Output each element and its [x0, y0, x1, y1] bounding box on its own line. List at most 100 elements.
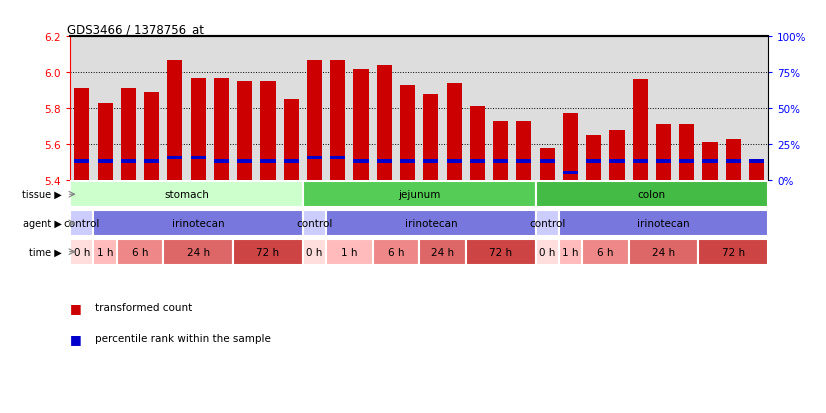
- FancyBboxPatch shape: [558, 211, 768, 236]
- Bar: [168, 156, 183, 160]
- Text: control: control: [297, 218, 333, 228]
- Bar: [493, 160, 508, 164]
- Bar: [307, 60, 322, 180]
- Bar: [377, 160, 392, 164]
- FancyBboxPatch shape: [699, 239, 768, 265]
- Text: GDS3466 / 1378756_at: GDS3466 / 1378756_at: [67, 23, 204, 36]
- Bar: [400, 160, 415, 164]
- Bar: [586, 135, 601, 180]
- Bar: [447, 160, 462, 164]
- Text: colon: colon: [638, 190, 666, 200]
- Text: 24 h: 24 h: [187, 247, 210, 257]
- Text: control: control: [529, 218, 565, 228]
- Text: 24 h: 24 h: [652, 247, 675, 257]
- Text: 0 h: 0 h: [306, 247, 323, 257]
- Bar: [330, 156, 345, 160]
- FancyBboxPatch shape: [93, 239, 116, 265]
- Bar: [679, 160, 695, 164]
- Text: tissue ▶: tissue ▶: [22, 190, 62, 200]
- Text: 1 h: 1 h: [97, 247, 113, 257]
- Bar: [749, 161, 764, 180]
- Bar: [97, 103, 112, 180]
- Bar: [377, 66, 392, 180]
- FancyBboxPatch shape: [70, 239, 93, 265]
- Bar: [516, 121, 531, 180]
- Bar: [702, 143, 718, 180]
- Text: 6 h: 6 h: [387, 247, 404, 257]
- Text: ■: ■: [70, 301, 82, 314]
- Bar: [610, 160, 624, 164]
- Bar: [144, 93, 159, 180]
- Bar: [633, 80, 648, 180]
- FancyBboxPatch shape: [535, 239, 558, 265]
- Bar: [539, 148, 555, 180]
- Text: irinotecan: irinotecan: [637, 218, 690, 228]
- Bar: [633, 160, 648, 164]
- Bar: [283, 160, 299, 164]
- Bar: [423, 160, 439, 164]
- Text: ■: ■: [70, 332, 82, 345]
- Bar: [74, 160, 89, 164]
- Bar: [121, 89, 136, 180]
- FancyBboxPatch shape: [326, 239, 373, 265]
- Text: transformed count: transformed count: [95, 303, 192, 313]
- FancyBboxPatch shape: [303, 182, 535, 208]
- FancyBboxPatch shape: [93, 211, 303, 236]
- Text: 6 h: 6 h: [132, 247, 148, 257]
- Bar: [191, 78, 206, 180]
- Text: percentile rank within the sample: percentile rank within the sample: [95, 334, 271, 344]
- Text: irinotecan: irinotecan: [405, 218, 457, 228]
- Bar: [214, 78, 229, 180]
- Bar: [400, 85, 415, 180]
- FancyBboxPatch shape: [466, 239, 535, 265]
- FancyBboxPatch shape: [558, 239, 582, 265]
- Text: agent ▶: agent ▶: [23, 218, 62, 228]
- Bar: [702, 160, 718, 164]
- Text: 0 h: 0 h: [74, 247, 90, 257]
- Bar: [656, 160, 671, 164]
- Bar: [97, 160, 112, 164]
- FancyBboxPatch shape: [582, 239, 629, 265]
- Text: 1 h: 1 h: [563, 247, 579, 257]
- Text: stomach: stomach: [164, 190, 209, 200]
- Bar: [679, 125, 695, 180]
- Bar: [586, 160, 601, 164]
- Text: 72 h: 72 h: [722, 247, 745, 257]
- Bar: [470, 160, 485, 164]
- Bar: [726, 160, 741, 164]
- Bar: [354, 160, 368, 164]
- Bar: [330, 60, 345, 180]
- Bar: [726, 139, 741, 180]
- Bar: [610, 130, 624, 180]
- Bar: [563, 171, 578, 175]
- Text: 72 h: 72 h: [256, 247, 279, 257]
- FancyBboxPatch shape: [535, 182, 768, 208]
- Bar: [260, 160, 276, 164]
- FancyBboxPatch shape: [629, 239, 699, 265]
- Bar: [214, 160, 229, 164]
- Text: 1 h: 1 h: [341, 247, 358, 257]
- Text: time ▶: time ▶: [29, 247, 62, 257]
- FancyBboxPatch shape: [303, 239, 326, 265]
- FancyBboxPatch shape: [535, 211, 558, 236]
- Bar: [191, 156, 206, 160]
- FancyBboxPatch shape: [373, 239, 420, 265]
- Text: 6 h: 6 h: [597, 247, 614, 257]
- FancyBboxPatch shape: [70, 211, 93, 236]
- Bar: [354, 69, 368, 180]
- Text: 24 h: 24 h: [431, 247, 454, 257]
- Bar: [493, 121, 508, 180]
- Bar: [237, 160, 252, 164]
- Bar: [656, 125, 671, 180]
- Bar: [307, 156, 322, 160]
- Bar: [74, 89, 89, 180]
- Bar: [539, 160, 555, 164]
- Bar: [168, 60, 183, 180]
- Bar: [516, 160, 531, 164]
- FancyBboxPatch shape: [116, 239, 164, 265]
- FancyBboxPatch shape: [326, 211, 535, 236]
- FancyBboxPatch shape: [420, 239, 466, 265]
- FancyBboxPatch shape: [70, 182, 303, 208]
- Bar: [447, 84, 462, 180]
- Bar: [237, 82, 252, 180]
